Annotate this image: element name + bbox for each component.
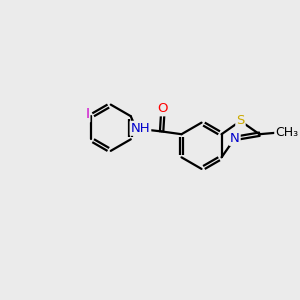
Text: NH: NH (130, 122, 150, 135)
Text: N: N (230, 132, 240, 145)
Text: I: I (85, 107, 89, 122)
Text: CH₃: CH₃ (275, 126, 298, 139)
Text: S: S (236, 115, 245, 128)
Text: O: O (158, 102, 168, 115)
